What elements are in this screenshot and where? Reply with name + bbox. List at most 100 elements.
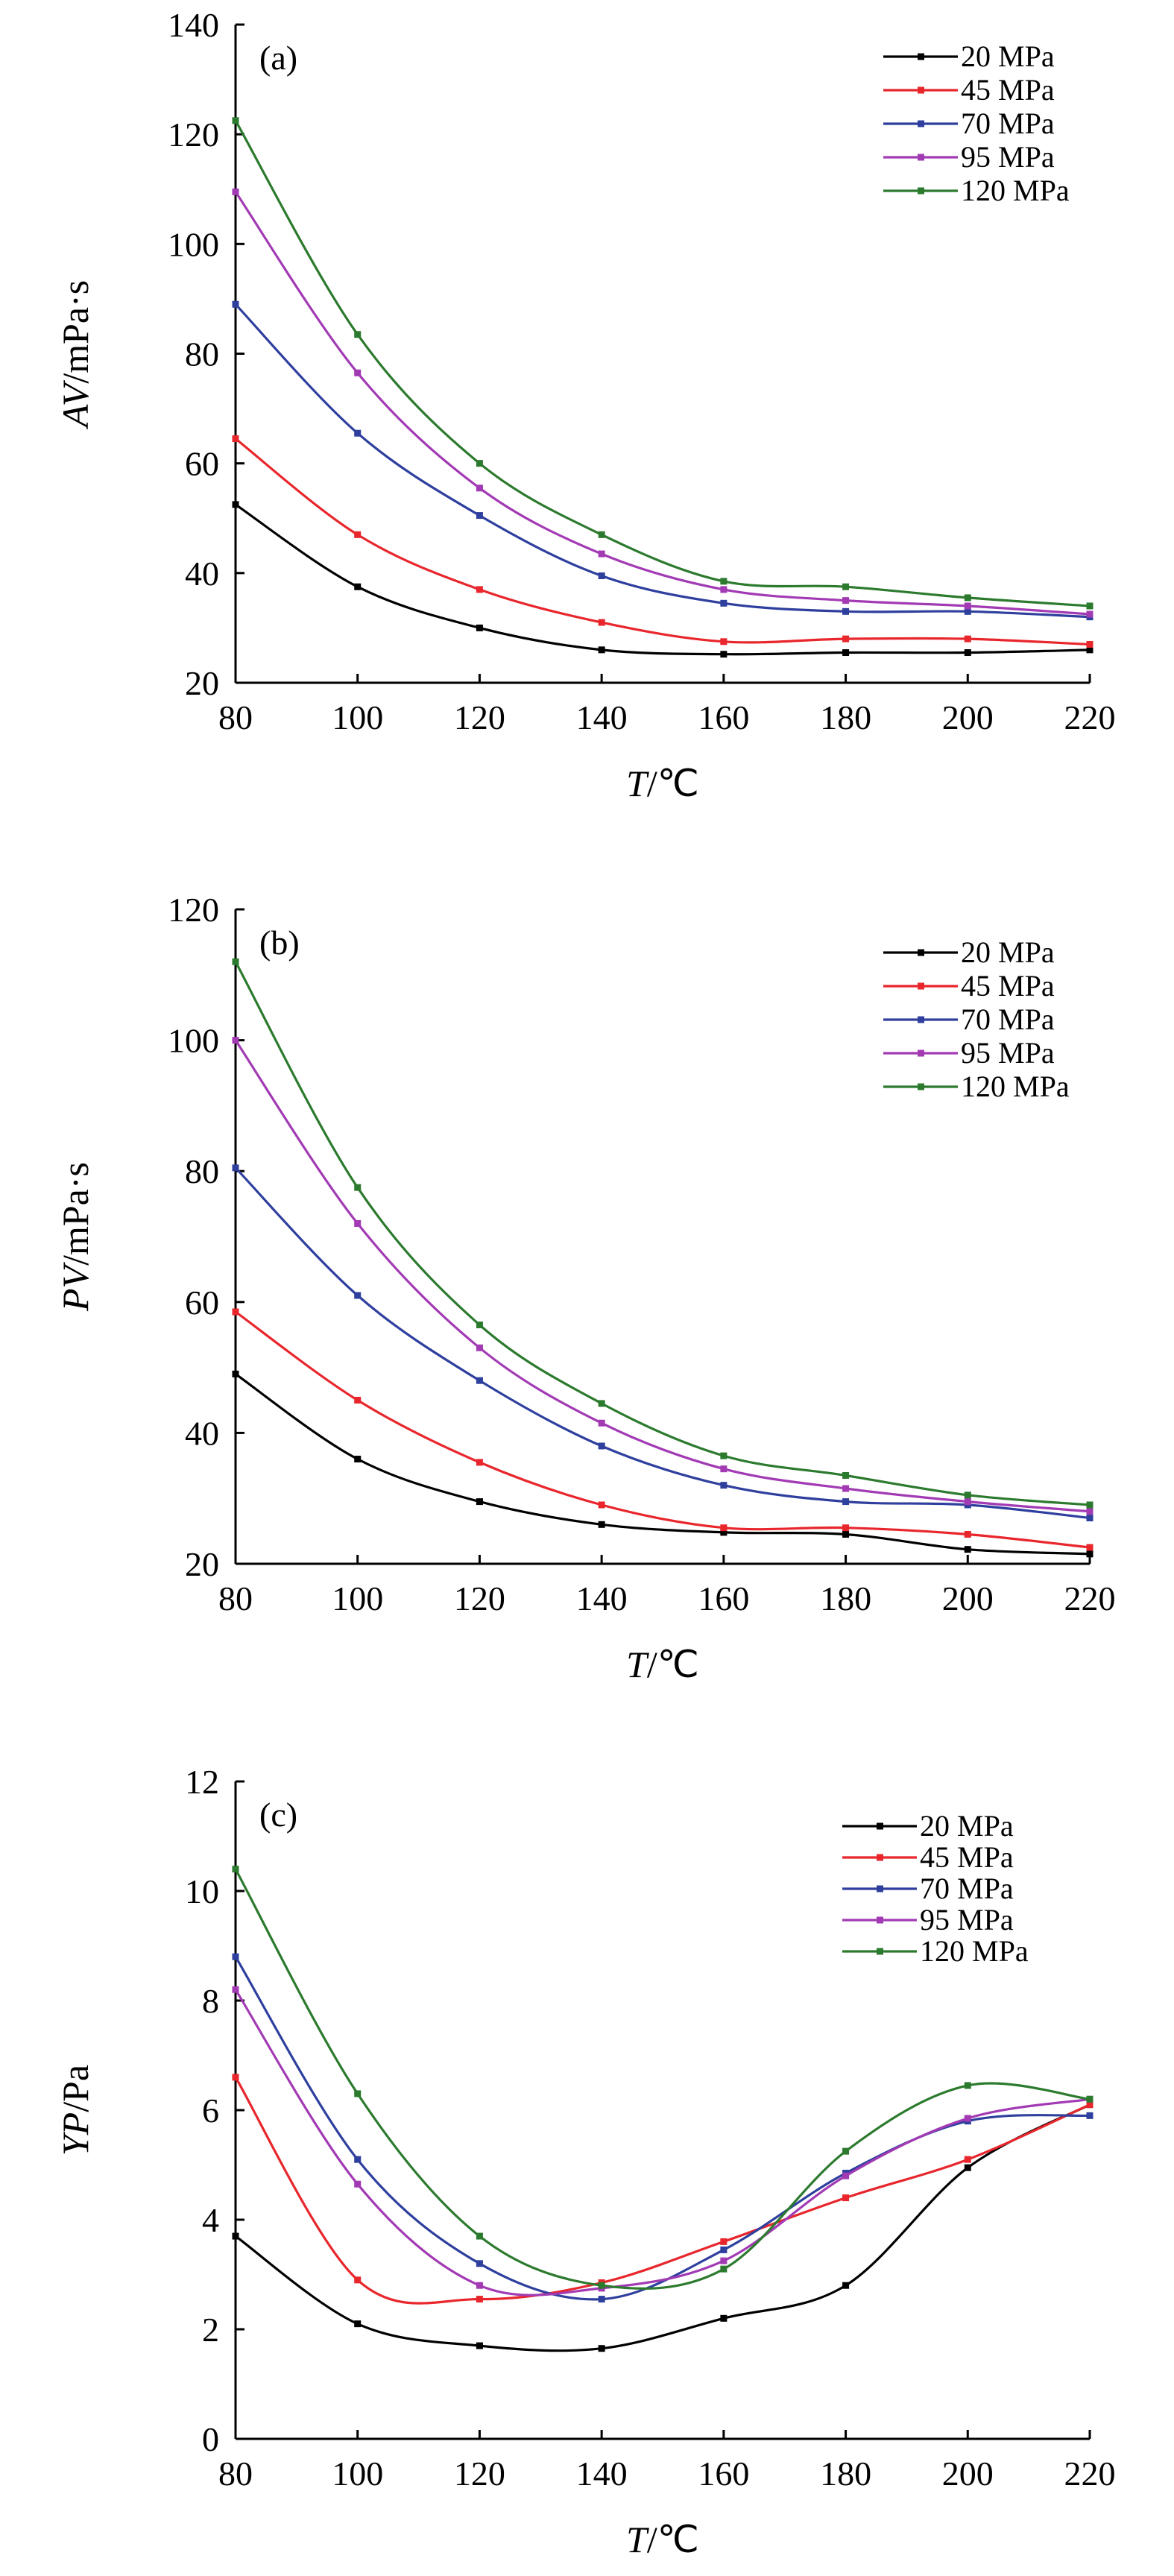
legend-label: 95 MPa bbox=[961, 140, 1055, 174]
data-point bbox=[842, 1485, 850, 1492]
legend-marker bbox=[918, 1016, 924, 1023]
legend-marker bbox=[918, 120, 924, 127]
legend-marker bbox=[877, 1916, 883, 1924]
legend-marker bbox=[877, 1948, 883, 1955]
data-point bbox=[598, 1501, 605, 1509]
x-tick-label: 140 bbox=[576, 698, 628, 736]
data-point bbox=[476, 2342, 483, 2349]
data-point bbox=[598, 1442, 605, 1450]
data-point bbox=[842, 2147, 850, 2155]
x-tick-label: 180 bbox=[820, 2455, 871, 2493]
data-point bbox=[232, 1986, 239, 1993]
y-tick-label: 10 bbox=[185, 1872, 219, 1910]
data-point bbox=[964, 607, 971, 615]
data-point bbox=[720, 2257, 728, 2264]
x-tick-label: 80 bbox=[218, 698, 253, 736]
data-point bbox=[964, 1498, 971, 1506]
data-point bbox=[842, 607, 850, 615]
data-point bbox=[354, 1456, 362, 1463]
series-20-mpa bbox=[232, 501, 1093, 658]
x-tick-label: 200 bbox=[942, 2455, 994, 2493]
x-tick-label: 160 bbox=[698, 698, 749, 736]
data-point bbox=[720, 599, 728, 607]
data-point bbox=[842, 597, 850, 604]
x-tick-label: 220 bbox=[1064, 2455, 1116, 2493]
data-point bbox=[964, 2115, 971, 2122]
x-tick-label: 120 bbox=[454, 698, 505, 736]
data-point bbox=[598, 619, 605, 626]
legend-entry: 95 MPa bbox=[883, 140, 1055, 174]
x-tick-label: 100 bbox=[332, 1579, 383, 1617]
data-point bbox=[1086, 1544, 1093, 1551]
series-95-mpa bbox=[232, 1986, 1093, 2296]
data-point bbox=[598, 2282, 605, 2289]
legend-label: 95 MPa bbox=[920, 1903, 1014, 1936]
legend-marker bbox=[918, 86, 924, 94]
data-point bbox=[720, 1452, 728, 1459]
x-tick-label: 80 bbox=[218, 1579, 253, 1617]
data-point bbox=[354, 2180, 362, 2188]
data-point bbox=[964, 2156, 971, 2163]
legend-label: 20 MPa bbox=[920, 1809, 1014, 1843]
chart-panel-3: 80 100 120 140 160 180 200 220 0 2 4 6 8 10 12 T/℃ YP/Pa… bbox=[54, 1763, 1116, 2560]
y-axis-title: AV/mPa·s bbox=[54, 280, 96, 430]
y-tick-label: 60 bbox=[185, 445, 219, 483]
series-line bbox=[234, 303, 1091, 619]
data-point bbox=[476, 2232, 483, 2240]
series-line bbox=[234, 503, 1091, 656]
panel-label: (a) bbox=[259, 39, 297, 77]
data-point bbox=[232, 2074, 239, 2081]
legend-label: 20 MPa bbox=[961, 40, 1055, 73]
y-axis-title-italic: YP bbox=[54, 2112, 96, 2156]
legend-entry: 45 MPa bbox=[842, 1840, 1014, 1874]
data-point bbox=[720, 638, 728, 645]
data-point bbox=[1086, 610, 1093, 618]
data-point bbox=[1086, 2101, 1093, 2109]
data-point bbox=[232, 1164, 239, 1172]
y-tick-label: 12 bbox=[185, 1763, 219, 1801]
legend-marker bbox=[877, 1885, 883, 1892]
data-point bbox=[476, 484, 483, 492]
data-point bbox=[842, 2172, 850, 2179]
y-axis-title-italic: PV bbox=[54, 1261, 96, 1312]
data-point bbox=[354, 583, 362, 590]
legend-marker bbox=[918, 154, 924, 161]
legend-label: 95 MPa bbox=[961, 1036, 1055, 1070]
data-point bbox=[964, 1530, 971, 1538]
legend-entry: 120 MPa bbox=[883, 174, 1070, 207]
data-point bbox=[354, 531, 362, 538]
x-tick-label: 100 bbox=[332, 698, 383, 736]
data-point bbox=[354, 1397, 362, 1404]
legend-entry: 120 MPa bbox=[842, 1934, 1029, 1968]
x-tick-label: 220 bbox=[1064, 1579, 1116, 1617]
series-20-mpa bbox=[232, 1370, 1093, 1558]
data-point bbox=[354, 1184, 362, 1191]
data-point bbox=[232, 1308, 239, 1316]
series-45-mpa bbox=[232, 435, 1093, 648]
legend-label: 20 MPa bbox=[961, 935, 1055, 969]
legend-entry: 120 MPa bbox=[883, 1070, 1070, 1103]
y-tick-label: 100 bbox=[168, 1022, 219, 1060]
data-point bbox=[720, 651, 728, 658]
series-45-mpa bbox=[232, 2074, 1093, 2305]
data-point bbox=[842, 1471, 850, 1479]
data-point bbox=[964, 594, 971, 602]
series-line bbox=[234, 119, 1091, 607]
legend-marker bbox=[918, 187, 924, 195]
series-95-mpa bbox=[232, 1037, 1093, 1515]
legend-label: 120 MPa bbox=[920, 1934, 1029, 1968]
data-point bbox=[476, 1322, 483, 1329]
y-tick-label: 80 bbox=[185, 335, 219, 373]
legend-label: 120 MPa bbox=[961, 174, 1070, 207]
data-point bbox=[354, 1292, 362, 1299]
legend-marker bbox=[918, 949, 924, 956]
data-point bbox=[598, 1419, 605, 1427]
data-point bbox=[476, 1459, 483, 1466]
data-point bbox=[476, 512, 483, 520]
y-tick-label: 40 bbox=[185, 1414, 219, 1452]
data-point bbox=[354, 369, 362, 376]
panel-label: (c) bbox=[259, 1796, 297, 1834]
data-point bbox=[720, 578, 728, 585]
legend-entry: 45 MPa bbox=[883, 969, 1055, 1003]
